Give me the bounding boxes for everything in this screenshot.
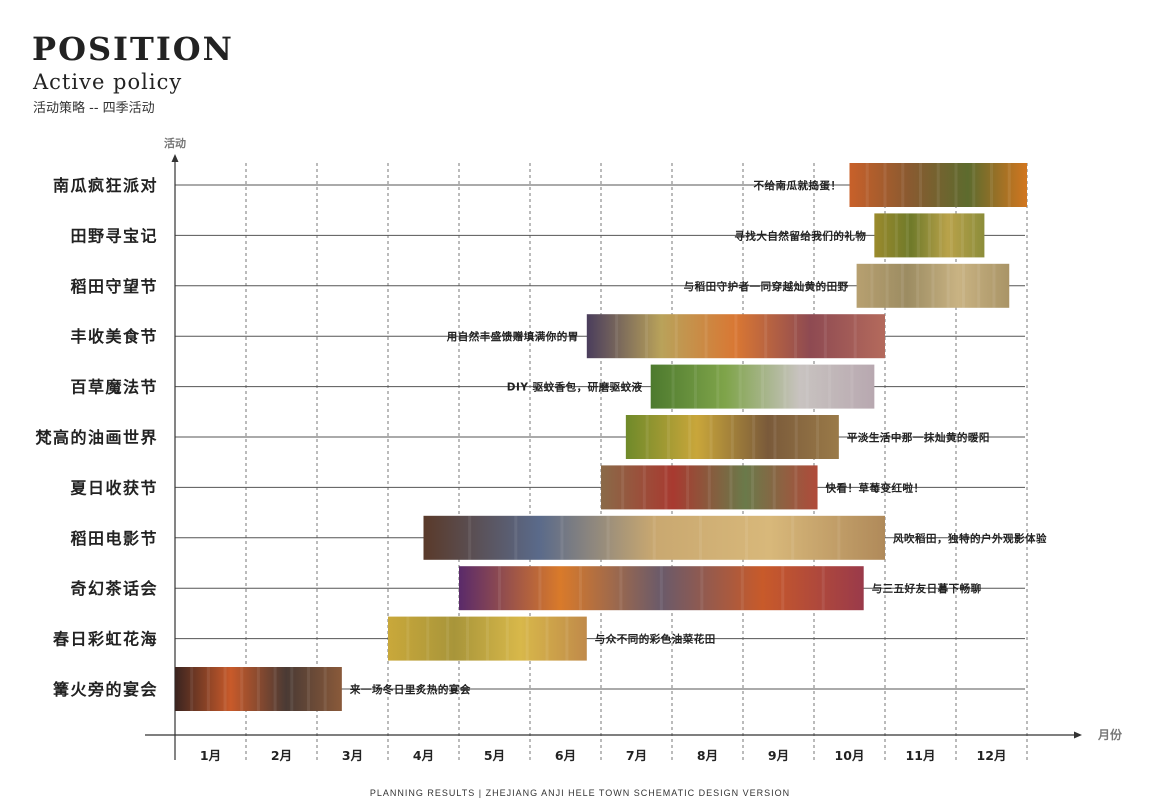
activity-name-label: 稻田守望节 [70, 277, 158, 296]
y-axis-arrow [171, 154, 179, 162]
x-tick-label: 3月 [342, 748, 363, 763]
page-caption: 活动策略 -- 四季活动 [33, 101, 155, 116]
activity-name-label: 百草魔法节 [70, 378, 158, 397]
chart-bars [175, 163, 1027, 711]
activity-description-label: 快看！草莓变红啦！ [825, 481, 925, 494]
x-tick-label: 1月 [200, 748, 221, 763]
y-axis-title: 活动 [164, 136, 186, 150]
activity-description-label: 与三五好友日暮下畅聊 [872, 582, 982, 595]
activity-name-label: 丰收美食节 [70, 327, 158, 346]
activity-description-label: 与稻田守护者一同穿越灿黄的田野 [684, 280, 849, 293]
x-tick-label: 4月 [413, 748, 434, 763]
x-axis-title: 月份 [1097, 727, 1123, 742]
activity-description-label: 寻找大自然留给我们的礼物 [734, 229, 866, 242]
activity-description-label: 风吹稻田，独特的户外观影体验 [893, 532, 1047, 545]
x-tick-label: 6月 [555, 748, 576, 763]
activity-bar [874, 213, 985, 258]
activity-description-label: 用自然丰盛馈赠填满你的胃 [446, 330, 579, 343]
x-tick-label: 5月 [484, 748, 505, 763]
activity-description-label: 平淡生活中那一抹灿黄的暖阳 [847, 431, 990, 444]
activity-name-label: 奇幻茶话会 [70, 579, 158, 598]
activity-name-label: 篝火旁的宴会 [53, 680, 158, 699]
activity-description-label: 与众不同的彩色油菜花田 [595, 633, 716, 646]
activity-bar [650, 364, 875, 409]
page-subtitle: Active policy [33, 70, 183, 94]
activity-bar [601, 465, 818, 510]
activity-description-label: 不给南瓜就捣蛋！ [754, 179, 842, 192]
activity-name-label: 稻田电影节 [70, 529, 158, 548]
x-tick-label: 12月 [977, 748, 1007, 763]
activity-name-label: 夏日收获节 [69, 478, 158, 497]
activity-description-label: 来一场冬日里炙热的宴会 [349, 683, 471, 696]
x-tick-label: 2月 [271, 748, 292, 763]
activity-bar [625, 415, 839, 459]
activity-bar [849, 163, 1027, 207]
activity-bar [856, 263, 1010, 308]
activity-description-label: DIY 驱蚊香包，研磨驱蚊液 [507, 381, 643, 394]
page-title: POSITION [32, 30, 234, 68]
activity-bar [423, 515, 885, 560]
x-tick-label: 10月 [835, 748, 865, 763]
x-tick-label: 8月 [697, 748, 718, 763]
activity-name-label: 春日彩虹花海 [52, 630, 158, 649]
activity-bar [459, 566, 864, 611]
footer-caption: PLANNING RESULTS | ZHEJIANG ANJI HELE TO… [369, 788, 791, 798]
activity-bar [388, 616, 587, 661]
activity-name-label: 田野寻宝记 [70, 226, 158, 245]
x-tick-label: 9月 [768, 748, 789, 763]
activity-bar [175, 667, 342, 711]
activity-name-label: 梵高的油画世界 [35, 428, 158, 447]
x-tick-label: 7月 [626, 748, 647, 763]
x-tick-label: 11月 [906, 748, 936, 763]
activity-bar [586, 314, 885, 359]
activity-name-label: 南瓜疯狂派对 [53, 176, 158, 195]
x-axis-arrow [1074, 731, 1082, 739]
